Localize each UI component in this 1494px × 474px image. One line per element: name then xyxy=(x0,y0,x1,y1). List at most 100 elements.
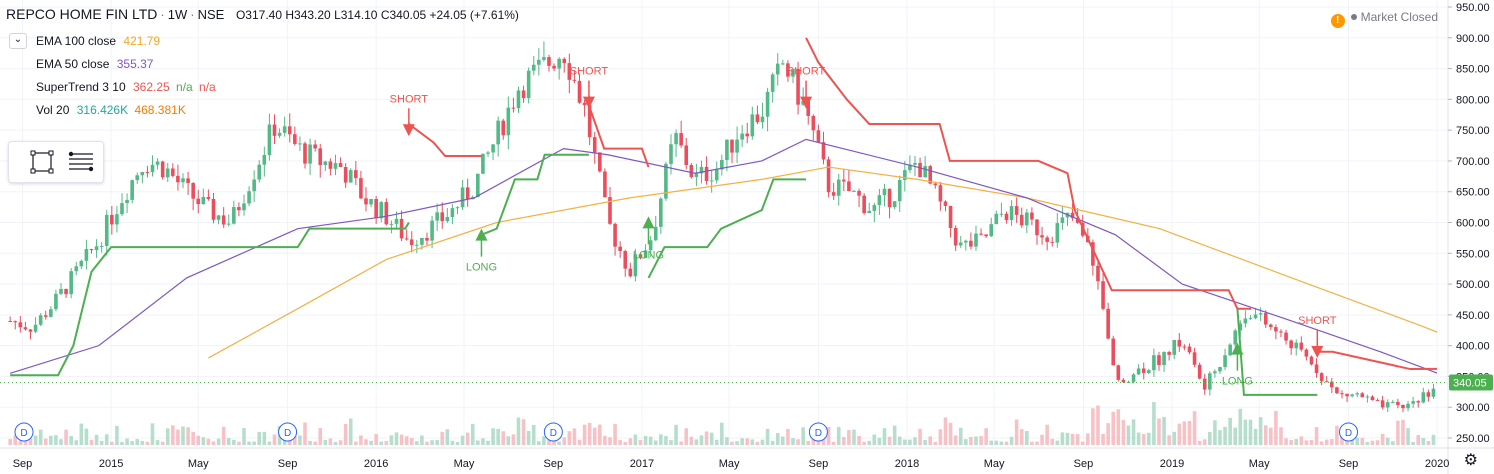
candle-body xyxy=(160,161,165,178)
volume-bar xyxy=(1391,441,1395,445)
candle-body xyxy=(994,213,999,225)
open-value: O317.40 xyxy=(235,8,283,22)
volume-bar xyxy=(455,441,460,445)
volume-bar xyxy=(445,429,450,445)
candle-body xyxy=(1396,402,1400,406)
symbol-name[interactable]: REPCO HOME FIN LTD xyxy=(6,6,158,22)
change-value: +24.05 (+7.61%) xyxy=(429,8,519,22)
candle-body xyxy=(79,260,84,267)
volume-bar xyxy=(262,431,267,445)
legend-ema100[interactable]: EMA 100 close 421.79 xyxy=(36,34,160,48)
volume-bar xyxy=(969,436,973,445)
candle-body xyxy=(1243,318,1248,324)
volume-bar xyxy=(852,429,856,445)
candle-body xyxy=(186,178,190,184)
candle-body xyxy=(130,180,134,200)
candle-body xyxy=(343,167,348,183)
candle-body xyxy=(1380,400,1385,408)
candle-body xyxy=(1055,223,1060,243)
candle-body xyxy=(104,214,109,246)
candle-body xyxy=(323,161,328,165)
candle-body xyxy=(791,68,795,77)
volume-bar xyxy=(303,422,307,445)
candle-body xyxy=(435,212,439,221)
lines-icon[interactable] xyxy=(68,151,94,172)
volume-bar xyxy=(521,419,526,445)
short-label: SHORT xyxy=(570,66,609,78)
volume-bar xyxy=(958,427,963,445)
x-tick-label: Sep xyxy=(13,458,33,470)
x-tick-label: 2018 xyxy=(895,458,919,470)
volume-bar xyxy=(999,441,1004,445)
candle-body xyxy=(989,224,994,237)
candle-body xyxy=(318,148,323,165)
volume-bar xyxy=(577,439,582,445)
candle-body xyxy=(857,190,861,196)
legend-volume[interactable]: Vol 20 316.426K 468.381K xyxy=(36,103,186,117)
candle-body xyxy=(1192,352,1197,365)
volume-bar xyxy=(1304,440,1309,445)
candle-body xyxy=(1050,241,1055,243)
volume-bar xyxy=(643,435,648,445)
volume-bar xyxy=(750,439,755,445)
candle-body xyxy=(89,249,94,251)
candle-body xyxy=(821,142,826,160)
volume-bar xyxy=(496,428,500,445)
y-tick-label: 750.00 xyxy=(1456,125,1490,137)
candle-body xyxy=(247,191,251,204)
candle-body xyxy=(806,101,811,116)
volume-bar xyxy=(99,440,104,445)
candle-body xyxy=(852,190,856,192)
square-select-icon[interactable] xyxy=(30,150,54,174)
dividend-label: D xyxy=(1345,428,1352,439)
candle-body xyxy=(918,162,922,178)
volume-bar xyxy=(232,439,236,445)
candle-body xyxy=(140,171,145,176)
candle-body xyxy=(714,169,719,181)
candle-body xyxy=(572,79,577,81)
volume-bar xyxy=(720,422,724,445)
candle-body xyxy=(430,220,434,241)
candle-body xyxy=(526,70,531,99)
candle-body xyxy=(1421,392,1426,403)
candle-body xyxy=(303,143,307,164)
candle-body xyxy=(120,203,124,215)
candle-body xyxy=(969,240,973,247)
volume-bar xyxy=(160,441,165,445)
chevron-down-icon: ⌄ xyxy=(13,34,23,45)
collapse-legend-button[interactable]: ⌄ xyxy=(9,33,27,49)
legend-ema50[interactable]: EMA 50 close 355.37 xyxy=(36,57,153,71)
warning-icon[interactable]: ! xyxy=(1330,14,1345,28)
volume-bar xyxy=(913,437,917,445)
interval-label[interactable]: 1W xyxy=(167,7,188,22)
candle-body xyxy=(908,164,912,171)
volume-bar xyxy=(1167,435,1171,445)
candle-body xyxy=(404,238,409,240)
legend-supertrend[interactable]: SuperTrend 3 10 362.25 n/a n/a xyxy=(36,80,216,94)
candle-body xyxy=(796,68,800,105)
candle-body xyxy=(984,234,988,237)
candle-body xyxy=(664,163,668,199)
candle-body xyxy=(557,58,561,69)
candle-body xyxy=(709,180,714,182)
volume-bar xyxy=(201,437,206,445)
candle-body xyxy=(1121,379,1126,383)
candle-body xyxy=(1365,396,1370,398)
candle-body xyxy=(1091,242,1095,266)
candle-body xyxy=(1233,330,1238,345)
supertrend-up-line xyxy=(481,153,589,236)
candle-body xyxy=(18,322,23,328)
volume-bar xyxy=(608,437,612,445)
candle-body xyxy=(313,144,317,149)
volume-bar xyxy=(1380,433,1385,445)
volume-bar xyxy=(369,440,373,445)
gear-icon[interactable]: ⚙ xyxy=(1463,452,1478,469)
dividend-marker xyxy=(808,422,828,442)
market-status-text: Market Closed xyxy=(1360,10,1438,24)
y-tick-label: 950.00 xyxy=(1456,2,1490,14)
volume-bar xyxy=(486,440,490,445)
volume-bar xyxy=(481,438,485,445)
volume-bar xyxy=(1431,434,1436,445)
volume-bar xyxy=(745,438,750,445)
